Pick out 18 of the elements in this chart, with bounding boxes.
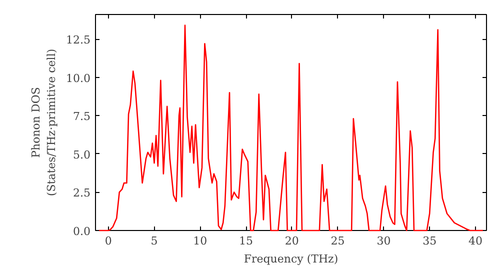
y-axis-title: Phonon DOS (States/THz·primitive cell) [29, 48, 58, 196]
y-tick-label: 0.0 [73, 225, 91, 238]
y-tick-label: 10.0 [66, 72, 91, 85]
x-tick-label: 30 [376, 234, 391, 248]
line-series [98, 24, 484, 232]
x-tick-label: 20 [284, 234, 299, 248]
x-axis-title: Frequency (THz) [244, 252, 338, 266]
x-tick-label: 25 [330, 234, 345, 248]
x-tick-label: 10 [193, 234, 208, 248]
y-tick-label: 5.0 [73, 148, 91, 162]
y-tick-label: 7.5 [73, 110, 91, 124]
x-tick-label: 5 [150, 234, 158, 248]
x-tick-label: 15 [239, 234, 254, 248]
y-tick-label: 12.5 [66, 34, 91, 47]
x-tick-label: 40 [468, 234, 482, 248]
x-tick-label: 0 [104, 234, 112, 248]
x-tick-label: 35 [422, 234, 437, 248]
y-tick-label: 2.5 [73, 186, 91, 200]
